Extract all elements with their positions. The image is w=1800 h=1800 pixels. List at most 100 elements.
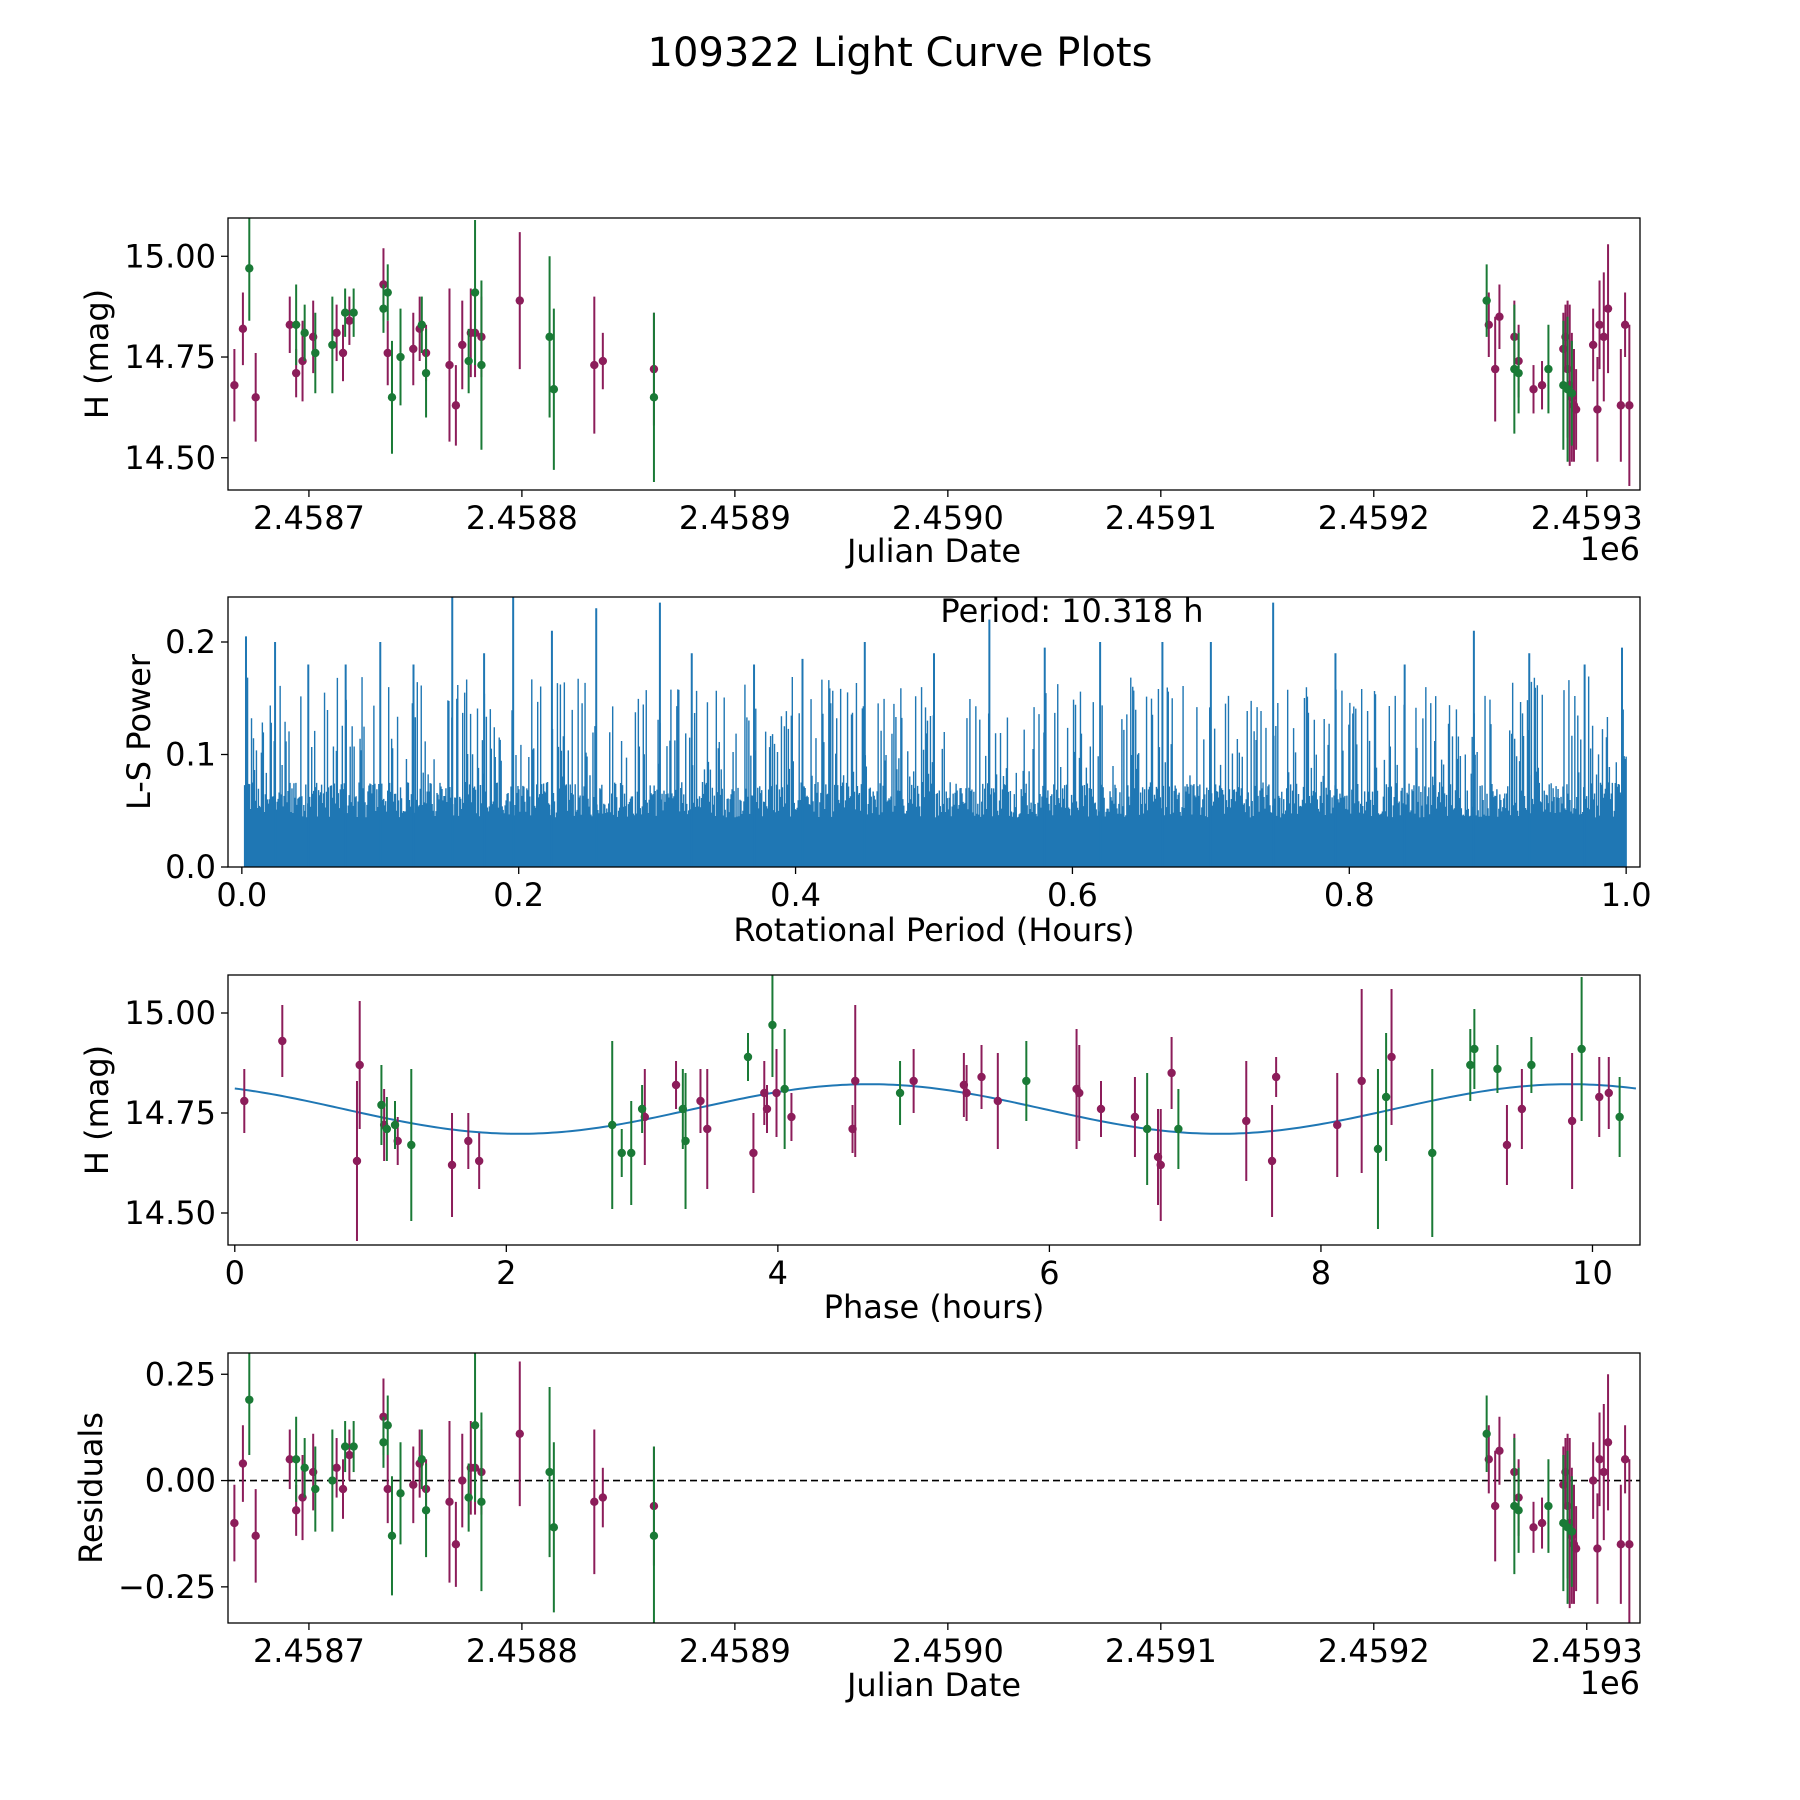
lightcurve-point-magenta [1588, 340, 1598, 350]
residuals-xlabel: Julian Date [845, 1666, 1021, 1704]
phased-point-green [608, 1120, 617, 1130]
phased-ylabel: H (mag) [78, 1045, 116, 1175]
lightcurve-point-magenta [251, 393, 260, 402]
residuals-point-magenta [1588, 1476, 1598, 1485]
phased-y-tick-label: 14.50 [124, 1194, 216, 1232]
phased-point-green [1615, 1112, 1624, 1122]
phased-point-magenta [696, 1096, 705, 1106]
periodogram-y-tick-label: 0.1 [165, 736, 216, 774]
residuals-point-magenta [1616, 1540, 1626, 1549]
periodogram-y-tick-label: 0.2 [165, 623, 216, 661]
phased-point-green [407, 1140, 416, 1150]
periodogram-xlabel: Rotational Period (Hours) [733, 911, 1134, 949]
residuals-point-magenta [1620, 1455, 1630, 1464]
lightcurve-point-magenta [230, 381, 239, 390]
lightcurve-x-tick-label: 2.4592 [1318, 499, 1430, 537]
residuals-x-tick-label: 2.4591 [1105, 1632, 1217, 1670]
lightcurve-point-magenta [332, 328, 341, 338]
phased-point-magenta [1075, 1088, 1084, 1098]
phased-x-tick-label: 4 [768, 1254, 788, 1292]
residuals-point-magenta [251, 1531, 260, 1541]
phased-point-magenta [1517, 1104, 1527, 1114]
lightcurve-point-green [383, 288, 392, 297]
phased-point-green [1142, 1124, 1152, 1134]
lightcurve-point-green [379, 304, 388, 313]
residuals-point-green [383, 1421, 392, 1430]
residuals-point-magenta [1625, 1540, 1634, 1549]
lightcurve-point-magenta [1529, 385, 1538, 394]
residuals-point-magenta [598, 1493, 608, 1502]
phased-point-green [1577, 1044, 1586, 1054]
panel-residuals: 2.4587 2.4588 2.4589 2.4590 2.4591 2.4592 2.45… [72, 1352, 1643, 1704]
residuals-point-magenta [1593, 1544, 1602, 1553]
lightcurve-point-green [649, 393, 659, 402]
lightcurve-point-green [421, 368, 431, 378]
residuals-point-magenta [285, 1455, 294, 1464]
residuals-point-green [470, 1421, 480, 1430]
lightcurve-point-magenta [1625, 401, 1634, 410]
lightcurve-point-green [477, 360, 486, 370]
lightcurve-point-magenta [1620, 320, 1630, 329]
residuals-point-magenta [1599, 1467, 1608, 1477]
residuals-point-green [421, 1506, 431, 1515]
lightcurve-data [230, 218, 1634, 486]
phased-point-magenta [1271, 1072, 1281, 1082]
residuals-point-green [417, 1455, 427, 1464]
phased-point-green [1466, 1060, 1475, 1070]
phased-point-green [1373, 1144, 1383, 1154]
lightcurve-point-green [349, 308, 358, 317]
residuals-point-green [300, 1463, 309, 1473]
residuals-point-green [245, 1395, 254, 1404]
residuals-point-magenta [383, 1484, 392, 1494]
lightcurve-x-tick-label: 2.4593 [1531, 499, 1643, 537]
lightcurve-point-magenta [1593, 405, 1602, 414]
phased-point-green [382, 1124, 392, 1134]
phased-axes-frame [227, 974, 1641, 1246]
phased-point-green [768, 1020, 777, 1030]
phased-x-ticks: 0 2 4 6 8 10 [225, 1245, 1613, 1292]
phased-point-magenta [1130, 1112, 1140, 1122]
phased-point-magenta [355, 1060, 364, 1070]
lightcurve-point-magenta [590, 360, 599, 370]
lightcurve-point-green [417, 320, 427, 329]
residuals-x-tick-label: 2.4587 [253, 1632, 365, 1670]
phased-point-magenta [1267, 1156, 1277, 1166]
residuals-point-magenta [451, 1540, 461, 1549]
lightcurve-point-magenta [238, 324, 248, 334]
lightcurve-point-magenta [515, 296, 524, 305]
phased-point-green [1428, 1148, 1437, 1158]
phased-point-green [780, 1084, 789, 1094]
periodogram-y-ticks: 0.0 0.1 0.2 [165, 623, 228, 886]
phased-point-green [743, 1052, 753, 1062]
phased-point-magenta [1242, 1116, 1251, 1126]
phased-point-magenta [749, 1148, 758, 1158]
phased-point-magenta [1333, 1120, 1342, 1130]
lightcurve-point-magenta [383, 348, 392, 358]
phased-point-magenta [1156, 1160, 1165, 1170]
phased-y-tick-label: 15.00 [124, 994, 216, 1032]
phased-point-green [895, 1088, 905, 1098]
phased-xlabel: Phase (hours) [824, 1288, 1045, 1326]
periodogram-x-tick-label: 0.8 [1324, 876, 1375, 914]
lightcurve-point-green [545, 332, 554, 342]
residuals-point-magenta [458, 1476, 467, 1485]
residuals-y-ticks: −0.25 0.00 0.25 [118, 1355, 228, 1606]
residuals-point-green [1514, 1506, 1523, 1515]
residuals-point-green [396, 1489, 405, 1498]
periodogram-x-tick-label: 0.4 [770, 876, 821, 914]
residuals-point-green [291, 1455, 301, 1464]
phased-point-magenta [1567, 1116, 1577, 1126]
residuals-point-green [545, 1467, 554, 1477]
residuals-point-magenta [238, 1459, 248, 1468]
panel-lightcurve: 2.4587 2.4588 2.4589 2.4590 2.4591 2.4592 2.45… [78, 217, 1643, 570]
phased-point-magenta [474, 1156, 484, 1166]
phased-x-tick-label: 2 [496, 1254, 516, 1292]
lightcurve-point-green [311, 348, 320, 358]
lightcurve-y-ticks: 14.50 14.75 15.00 [124, 237, 228, 477]
residuals-point-green [349, 1442, 358, 1451]
residuals-x-tick-label: 2.4588 [466, 1632, 578, 1670]
phased-point-magenta [703, 1124, 712, 1134]
phased-point-magenta [1595, 1092, 1604, 1102]
phased-point-green [377, 1100, 386, 1110]
